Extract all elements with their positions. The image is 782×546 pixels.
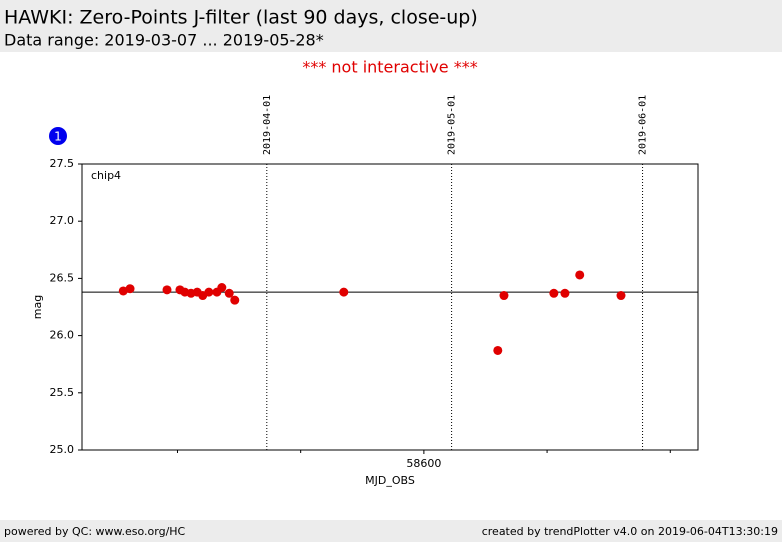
annotation: chip4 — [91, 169, 121, 182]
x-tick-label: 58600 — [406, 457, 441, 470]
data-point — [217, 283, 227, 293]
y-tick-label: 27.0 — [50, 214, 75, 227]
notice: *** not interactive *** — [302, 58, 477, 77]
date-label: 2019-05-01 — [447, 95, 458, 155]
y-tick-label: 25.5 — [50, 386, 75, 399]
footer-bar — [0, 520, 782, 542]
data-point — [560, 288, 570, 298]
plot-frame — [81, 163, 699, 451]
y-tick-label: 25.0 — [50, 443, 75, 456]
date-label: 2019-06-01 — [638, 95, 649, 155]
data-point — [118, 286, 128, 296]
y-label: mag — [31, 295, 44, 319]
subtitle: Data range: 2019-03-07 ... 2019-05-28* — [4, 31, 324, 50]
badge-circle — [49, 127, 67, 145]
footer-right: created by trendPlotter v4.0 on 2019-06-… — [482, 525, 778, 538]
header-bar — [0, 0, 782, 52]
data-point — [162, 285, 172, 295]
footer-left: powered by QC: www.eso.org/HC — [4, 525, 186, 538]
data-point — [204, 287, 214, 297]
data-point — [499, 291, 509, 301]
data-point — [575, 270, 585, 280]
x-label: MJD_OBS — [365, 474, 415, 487]
data-point — [339, 287, 349, 297]
badge: 1 — [54, 130, 62, 144]
data-point — [616, 291, 626, 301]
date-label: 2019-04-01 — [262, 95, 273, 155]
data-point — [224, 288, 234, 298]
data-point — [549, 288, 559, 298]
data-point — [230, 295, 240, 305]
y-tick-label: 26.5 — [50, 271, 75, 284]
data-point — [493, 345, 503, 355]
data-point — [125, 284, 135, 294]
y-tick-label: 26.0 — [50, 329, 75, 342]
title: HAWKI: Zero-Points J-filter (last 90 day… — [4, 7, 478, 29]
y-tick-label: 27.5 — [50, 157, 75, 170]
